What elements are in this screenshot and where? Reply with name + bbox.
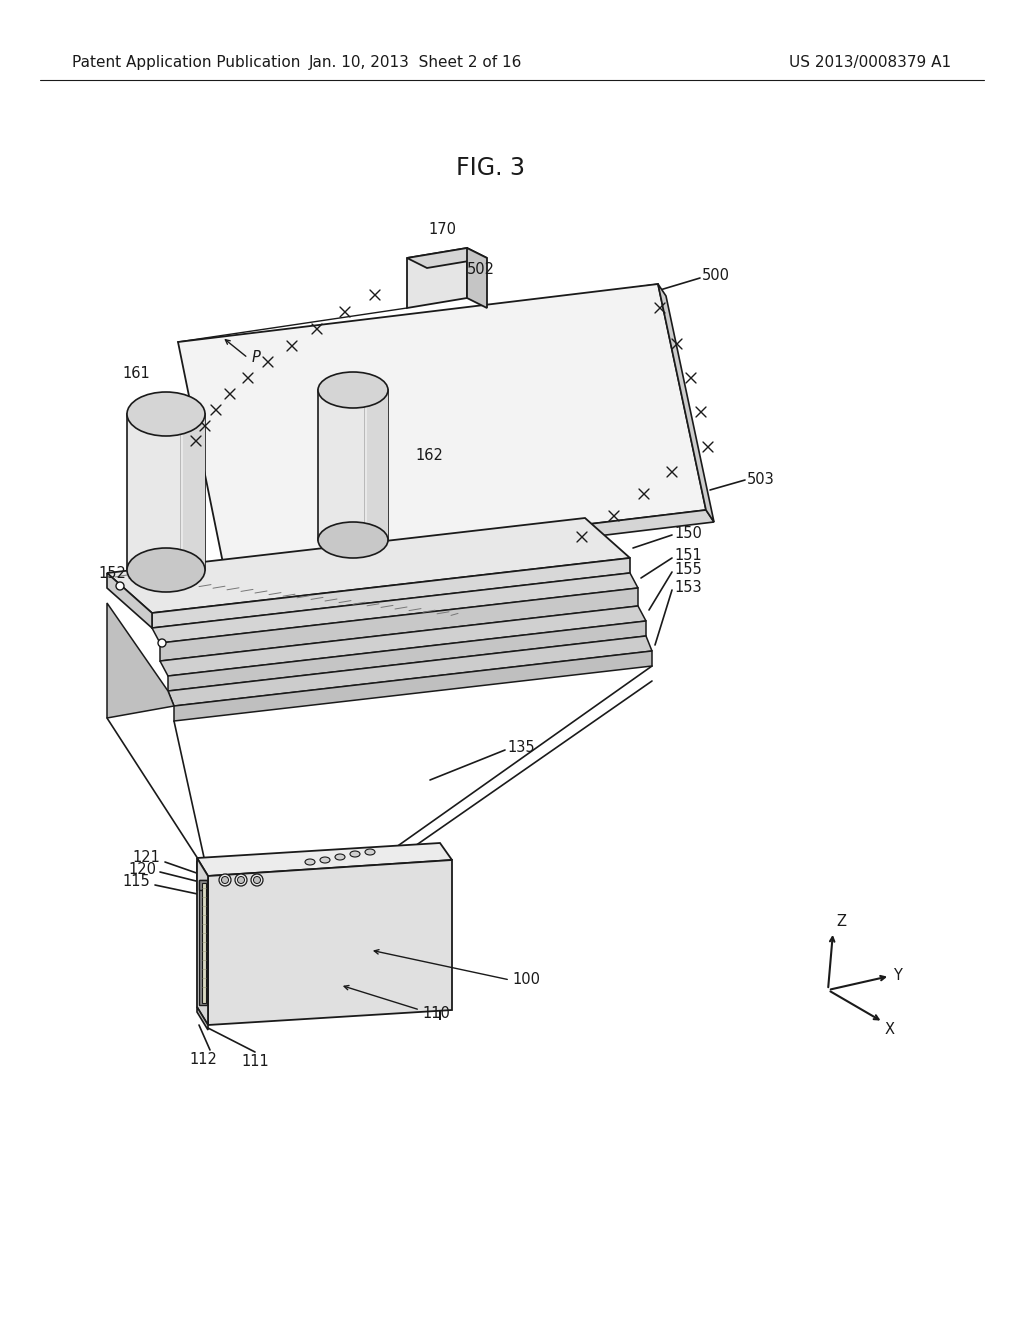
Text: 151: 151 bbox=[674, 549, 701, 564]
Ellipse shape bbox=[127, 392, 205, 436]
Polygon shape bbox=[224, 510, 714, 579]
Ellipse shape bbox=[318, 372, 388, 408]
Text: 152: 152 bbox=[98, 566, 126, 582]
Ellipse shape bbox=[305, 859, 315, 865]
Ellipse shape bbox=[319, 857, 330, 863]
Polygon shape bbox=[658, 284, 714, 521]
Circle shape bbox=[254, 876, 260, 883]
Text: 500: 500 bbox=[702, 268, 730, 284]
Text: Y: Y bbox=[893, 969, 902, 983]
Ellipse shape bbox=[335, 854, 345, 861]
Polygon shape bbox=[178, 284, 706, 568]
Circle shape bbox=[234, 874, 247, 886]
Polygon shape bbox=[208, 861, 452, 1026]
Text: 121: 121 bbox=[132, 850, 160, 866]
Polygon shape bbox=[407, 248, 487, 268]
Polygon shape bbox=[168, 636, 652, 706]
Polygon shape bbox=[467, 248, 487, 308]
Polygon shape bbox=[318, 389, 388, 540]
Circle shape bbox=[238, 876, 245, 883]
Polygon shape bbox=[106, 517, 630, 612]
Circle shape bbox=[221, 876, 228, 883]
Polygon shape bbox=[199, 880, 207, 1005]
Text: 161: 161 bbox=[122, 367, 150, 381]
Polygon shape bbox=[168, 620, 646, 690]
Polygon shape bbox=[183, 414, 205, 570]
Text: P: P bbox=[252, 351, 261, 366]
Text: 112: 112 bbox=[189, 1052, 217, 1068]
Polygon shape bbox=[197, 843, 452, 876]
Text: 155: 155 bbox=[674, 562, 701, 578]
Text: US 2013/0008379 A1: US 2013/0008379 A1 bbox=[788, 54, 951, 70]
Circle shape bbox=[116, 582, 124, 590]
Text: X: X bbox=[885, 1023, 895, 1038]
Text: 100: 100 bbox=[512, 972, 540, 986]
Text: FIG. 3: FIG. 3 bbox=[456, 156, 524, 180]
Polygon shape bbox=[199, 880, 207, 890]
Polygon shape bbox=[367, 389, 388, 540]
Text: 503: 503 bbox=[746, 471, 775, 487]
Polygon shape bbox=[152, 558, 630, 628]
Polygon shape bbox=[160, 606, 646, 676]
Ellipse shape bbox=[127, 548, 205, 591]
Text: Patent Application Publication: Patent Application Publication bbox=[72, 54, 300, 70]
Polygon shape bbox=[197, 847, 440, 890]
Polygon shape bbox=[106, 603, 174, 718]
Text: 170: 170 bbox=[428, 223, 456, 238]
Text: 115: 115 bbox=[122, 874, 150, 890]
Circle shape bbox=[251, 874, 263, 886]
Text: 120: 120 bbox=[128, 862, 156, 876]
Ellipse shape bbox=[318, 521, 388, 558]
Polygon shape bbox=[152, 573, 638, 643]
Text: 111: 111 bbox=[241, 1055, 269, 1069]
Polygon shape bbox=[174, 651, 652, 721]
Text: 150: 150 bbox=[674, 527, 701, 541]
Polygon shape bbox=[197, 1007, 208, 1030]
Text: 502: 502 bbox=[467, 263, 495, 277]
Polygon shape bbox=[407, 248, 467, 308]
Text: 110: 110 bbox=[422, 1006, 450, 1022]
Circle shape bbox=[158, 639, 166, 647]
Polygon shape bbox=[127, 414, 205, 570]
Text: 135: 135 bbox=[507, 741, 535, 755]
Text: Jan. 10, 2013  Sheet 2 of 16: Jan. 10, 2013 Sheet 2 of 16 bbox=[308, 54, 521, 70]
Ellipse shape bbox=[350, 851, 360, 857]
Text: Z: Z bbox=[836, 915, 846, 929]
Text: 153: 153 bbox=[674, 581, 701, 595]
Polygon shape bbox=[197, 858, 208, 1026]
Polygon shape bbox=[106, 573, 152, 628]
Circle shape bbox=[219, 874, 231, 886]
Polygon shape bbox=[160, 587, 638, 661]
Text: 162: 162 bbox=[415, 449, 442, 463]
Polygon shape bbox=[202, 883, 206, 1003]
Ellipse shape bbox=[365, 849, 375, 855]
